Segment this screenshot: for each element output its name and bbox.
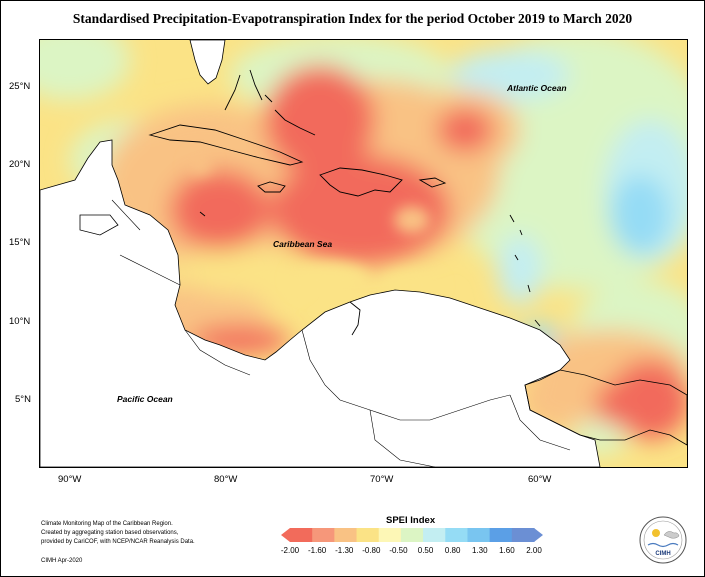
puerto-rico [418,177,447,188]
legend-swatch [489,528,513,542]
legend-swatch [400,528,424,542]
legend-tick: -2.00 [280,546,300,555]
lon-tick-70w: 70°W [370,474,394,485]
credits-line-1: Climate Monitoring Map of the Caribbean … [41,521,173,527]
jamaica [257,181,286,193]
legend-tick-labels: -2.00 -1.60 -1.30 -0.80 -0.50 0.50 0.80 1.30 1.6… [281,546,542,558]
lat-tick-10n: 10°N [9,316,31,327]
legend-swatch [467,528,491,542]
map-title: Standardised Precipitation-Evapotranspir… [72,11,633,26]
legend-tick: -0.80 [362,546,381,555]
legend-tick: 0.50 [417,546,434,555]
credits: Climate Monitoring Map of the Caribbean … [41,520,211,547]
bahamas-3 [274,109,316,136]
guianas-coast [524,369,687,446]
cuba [148,124,304,166]
spei-field [40,40,687,455]
map-area[interactable] [39,39,688,468]
credits-stamp: CIMH Apr-2020 [41,558,83,564]
legend-tick: -1.30 [335,546,354,555]
bahamas-2 [249,69,263,101]
spei-map-svg [40,40,687,467]
legend-title: SPEI Index [386,515,436,526]
lon-tick-80w: 80°W [214,474,238,485]
lat-tick-25n: 25°N [9,81,31,92]
legend-swatch [312,528,335,542]
cimh-logo-icon: CIMH [639,516,687,564]
legend-swatch [423,528,446,542]
pacific-ocean-label: Pacific Ocean [117,394,173,404]
legend-swatch [334,528,358,542]
credits-line-3: provided by CariCOF, with NCEP/NCAR Rean… [41,539,195,545]
cayman [199,211,206,217]
legend-swatch [511,528,535,542]
legend-tick: 1.30 [471,546,488,555]
borders [111,199,571,467]
lesser-antilles-4 [527,284,531,293]
lesser-antilles-2 [509,214,515,223]
maracaibo [349,301,361,336]
trinidad [534,319,541,327]
legend-tick: 2.00 [526,546,542,555]
lat-tick-5n: 5°N [15,394,31,405]
lesser-antilles-1 [519,229,523,236]
yucatan [79,214,119,236]
legend-arrow-low [281,528,290,542]
hispaniola [319,167,403,197]
legend-swatch [356,528,380,542]
bahamas-4 [264,94,273,103]
legend-tick: 1.60 [499,546,515,555]
legend-colorbar [281,528,543,542]
logo-text: CIMH [655,551,670,557]
credits-line-2: Created by aggregating station based obs… [41,530,179,536]
legend-swatch [445,528,468,542]
legend-tick: -1.60 [307,546,327,555]
legend-tick: -0.50 [389,546,408,555]
legend-swatch [290,528,313,542]
lesser-antilles-3 [514,254,519,261]
legend-swatch [378,528,402,542]
lat-tick-15n: 15°N [9,237,31,248]
lat-tick-20n: 20°N [9,159,31,170]
lon-tick-90w: 90°W [58,474,82,485]
atlantic-ocean-label: Atlantic Ocean [507,83,567,93]
bahamas-1 [224,74,241,111]
caribbean-sea-label: Caribbean Sea [273,239,333,249]
legend-arrow-high [534,528,543,542]
legend-tick: 0.80 [444,546,461,555]
islands [148,69,541,336]
florida [189,40,226,85]
lon-tick-60w: 60°W [528,474,552,485]
